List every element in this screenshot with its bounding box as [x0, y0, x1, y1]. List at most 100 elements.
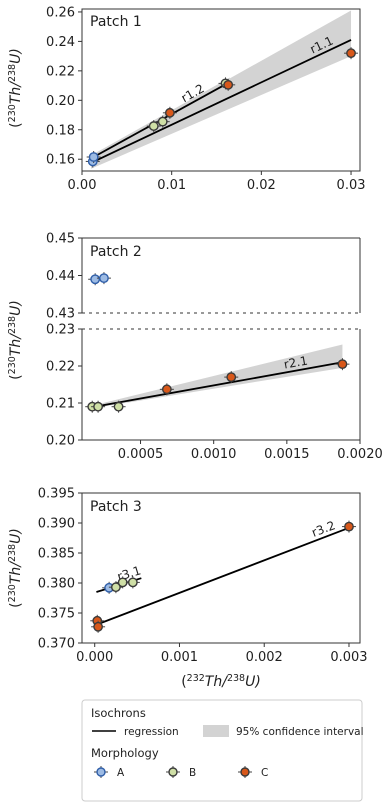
legend-marker-point: [240, 767, 250, 777]
patch1-ylabel: (230Th/238U): [7, 48, 25, 128]
patch1-ytick-label: 0.24: [46, 35, 75, 50]
patch3-xtick-label: 0.001: [161, 650, 198, 665]
patch1-xtick-label: 0.02: [247, 178, 276, 193]
legend-item-label: A: [117, 767, 125, 779]
patch2-marker: [111, 400, 126, 413]
patch1-xtick-label: 0.00: [68, 178, 97, 193]
patch1-ylabel-part: (: [8, 122, 24, 127]
patch2-xtick-label: 0.0020: [337, 447, 383, 462]
patch3-xlabel-part: 238: [227, 673, 245, 684]
patch3-xlabel-part: (: [181, 674, 186, 690]
patch3-marker-point: [111, 582, 121, 593]
patch2-marker: [96, 272, 111, 285]
patch3-ytick-label: 0.375: [38, 607, 75, 622]
patch2-xtick-label: 0.0015: [264, 447, 310, 462]
patch2-ytick-label: 0.21: [46, 397, 75, 412]
patch1-ytick-label: 0.20: [46, 94, 75, 109]
patch3-reg-label: r3.2: [310, 518, 337, 540]
patch2-marker-point: [99, 273, 109, 284]
legend-isochrons-title: Isochrons: [91, 706, 146, 720]
legend-ci-swatch: [203, 725, 229, 737]
patch3-marker: [91, 620, 106, 633]
patch3-marker: [125, 576, 140, 589]
patch2-marker: [224, 371, 239, 384]
patch1-ylabel-part: 230: [7, 104, 18, 122]
patch2-ylabel-part: 238: [7, 316, 18, 334]
legend-ci-label: 95% confidence interval: [236, 726, 364, 738]
patch3-regression-line: [96, 526, 350, 626]
legend-marker-C: [238, 766, 252, 778]
patch1-ytick-label: 0.16: [46, 153, 75, 168]
patch2-marker-point: [90, 274, 101, 285]
patch3-ylabel-part: 230: [7, 584, 18, 602]
patch1-marker-point: [223, 79, 234, 90]
patch3-xtick-label: 0.000: [76, 650, 113, 665]
legend-marker-A: [94, 766, 108, 778]
patch1-marker: [162, 106, 177, 119]
patch3-marker: [108, 581, 123, 594]
patch2-ylabel-part: 230: [7, 356, 18, 374]
patch3-xlabel-part: Th/: [205, 674, 228, 690]
patch2-ci-band: [90, 344, 343, 409]
patch3-ylabel: (230Th/238U): [7, 528, 25, 608]
patch1-ytick-label: 0.18: [46, 123, 75, 138]
patch2-ylabel-part: Th/: [8, 333, 24, 356]
patch3-ylabel-part: (: [8, 602, 24, 607]
patch2-marker-point: [226, 372, 237, 382]
patch3-marker-point: [344, 521, 354, 532]
patch3-ylabel-part: 238: [7, 544, 18, 562]
patch2-ytick-label: 0.23: [46, 323, 75, 338]
patch2-ylabel-part: (: [8, 374, 24, 379]
patch2-marker-point: [113, 401, 124, 412]
patch1-marker: [146, 120, 161, 133]
patch3-ytick-label: 0.385: [38, 547, 75, 562]
patch1-regression-line: [90, 39, 352, 164]
patch1-ytick-label: 0.22: [46, 64, 75, 79]
patch2-reg-label: r2.1: [283, 354, 309, 372]
patch3-marker: [341, 520, 356, 533]
patch1-marker-point: [164, 107, 175, 118]
patch2-regression-line: [90, 361, 343, 409]
patch3-xlabel-part: 232: [187, 673, 205, 684]
patch1-xtick-label: 0.01: [157, 178, 186, 193]
patch2-ytick-label: 0.45: [46, 232, 75, 247]
patch2-marker-point: [161, 384, 172, 395]
patch3-ylabel-part: Th/: [8, 561, 24, 584]
patch2-marker-point: [337, 359, 348, 370]
patch3-ylabel-part: U): [8, 528, 24, 544]
patch2-ytick-label: 0.44: [46, 269, 75, 284]
patch3-ytick-label: 0.370: [38, 637, 75, 652]
patch3-ytick-label: 0.380: [38, 577, 75, 592]
patch1-ylabel-part: U): [8, 48, 24, 64]
patch3-xlabel: (232Th/238U): [181, 673, 261, 691]
patch1-marker: [221, 78, 236, 91]
legend-marker-point: [168, 767, 178, 777]
patch1-ylabel-part: 238: [7, 64, 18, 82]
patch1-marker: [86, 151, 101, 164]
patch3-axes: [81, 492, 361, 644]
legend-regression-label: regression: [124, 726, 179, 738]
patch3-title: Patch 3: [90, 499, 142, 515]
patch3-xlabel-part: U): [245, 674, 261, 690]
patch2-ylabel: (230Th/238U): [7, 300, 25, 380]
legend-morphology-title: Morphology: [91, 746, 159, 760]
patch3-xtick-label: 0.003: [330, 650, 367, 665]
patch1-marker-point: [346, 48, 356, 59]
patch3-marker-point: [117, 577, 128, 588]
patch2-ylabel-part: U): [8, 300, 24, 316]
patch1-ytick-label: 0.26: [46, 5, 75, 20]
patch2-ytick-label: 0.20: [46, 434, 75, 449]
patch2-ytick-label: 0.22: [46, 360, 75, 375]
patch1-axes: [81, 8, 361, 172]
patch3-marker-point: [127, 577, 138, 588]
patch1-title: Patch 1: [90, 14, 142, 30]
legend-item-label: C: [261, 767, 268, 779]
patch1-marker: [344, 47, 359, 60]
patch2-title: Patch 2: [90, 244, 142, 260]
patch3-ytick-label: 0.395: [38, 487, 75, 502]
patch1-marker-point: [88, 152, 99, 162]
patch2-ytick-label: 0.43: [46, 307, 75, 322]
patch2-marker-point: [93, 401, 103, 412]
legend-marker-B: [166, 766, 180, 778]
